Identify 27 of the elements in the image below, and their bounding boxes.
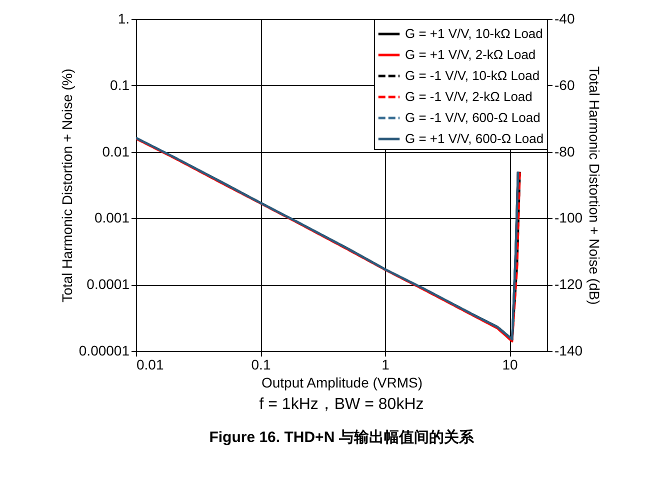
y-axis-title: Total Harmonic Distortion + Noise (%) bbox=[58, 68, 75, 302]
x-tick-label: 10 bbox=[502, 356, 518, 372]
x-tick-label: 1 bbox=[382, 356, 390, 372]
caption: Figure 16. THD+N 与输出幅值间的关系 bbox=[209, 429, 475, 446]
y2-tick-label: -100 bbox=[554, 210, 583, 226]
legend-label: G = -1 V/V, 2-kΩ Load bbox=[405, 89, 532, 104]
y-tick-label: 0.001 bbox=[94, 210, 130, 226]
y-tick-label: 0.00001 bbox=[78, 342, 130, 358]
y2-tick-label: -120 bbox=[554, 276, 583, 292]
y2-tick-label: -140 bbox=[554, 342, 583, 358]
legend-label: G = -1 V/V, 10-kΩ Load bbox=[405, 68, 540, 83]
legend-label: G = +1 V/V, 2-kΩ Load bbox=[405, 47, 536, 62]
x-tick-label: 0.01 bbox=[136, 356, 164, 372]
y-tick-label: 0.0001 bbox=[86, 276, 130, 292]
legend-label: G = -1 V/V, 600-Ω Load bbox=[405, 110, 540, 125]
y-tick-label: 0.1 bbox=[110, 76, 130, 93]
y2-axis-title: Total Harmonic Distortion + Noise (dB) bbox=[586, 66, 603, 305]
legend-label: G = +1 V/V, 600-Ω Load bbox=[405, 131, 544, 146]
x-axis-title: Output Amplitude (VRMS) bbox=[261, 374, 423, 390]
y2-tick-label: -40 bbox=[554, 10, 575, 26]
y2-tick-label: -60 bbox=[554, 76, 575, 93]
text: f = 1kHz，BW = 80kHz bbox=[259, 396, 424, 413]
y-tick-label: 1. bbox=[118, 10, 130, 26]
y2-tick-label: -80 bbox=[554, 143, 575, 160]
y-tick-label: 0.01 bbox=[102, 143, 130, 160]
legend-label: G = +1 V/V, 10-kΩ Load bbox=[405, 26, 543, 41]
x-tick-label: 0.1 bbox=[251, 356, 271, 372]
